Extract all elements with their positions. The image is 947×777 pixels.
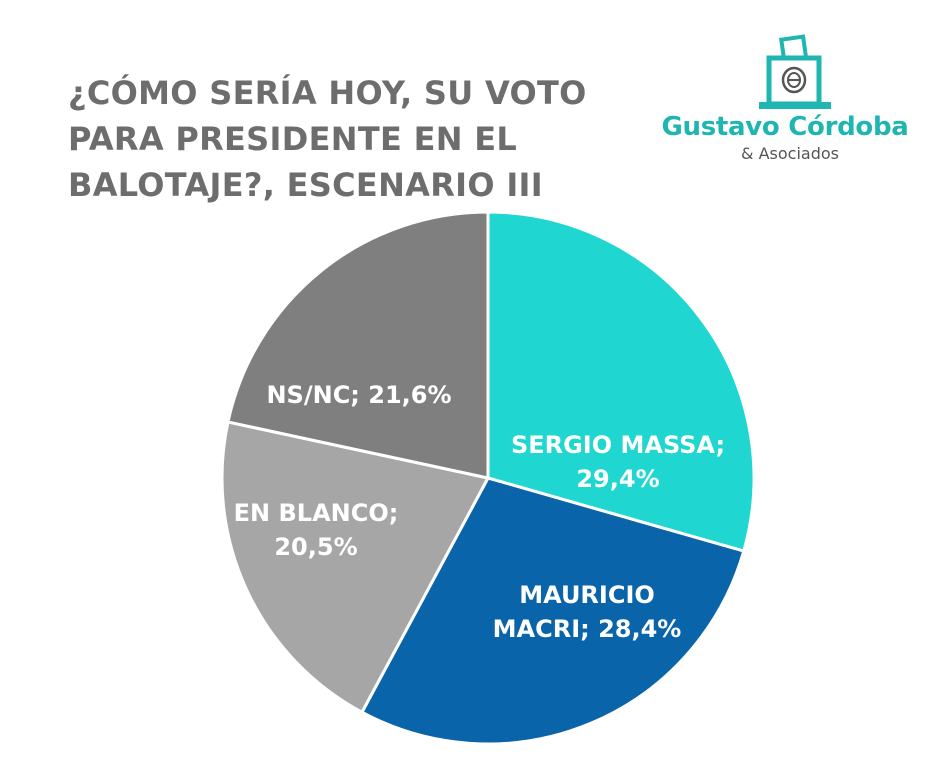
pie-slice-en-blanco xyxy=(220,420,490,714)
logo-subtitle: & Asociados xyxy=(741,144,839,163)
slice-label-ns-nc: NS/NC; 21,6% xyxy=(266,381,451,409)
company-logo: Gustavo Córdoba & Asociados xyxy=(660,30,920,170)
ballot-box-icon xyxy=(759,34,831,109)
pie-slices xyxy=(220,210,756,746)
slice-label-line: NS/NC; 21,6% xyxy=(266,381,451,409)
title-line-2: PARA PRESIDENTE EN EL xyxy=(68,120,518,158)
slice-label-line: EN BLANCO; xyxy=(234,499,399,527)
slice-label-line: 20,5% xyxy=(274,533,357,561)
slice-label-line: SERGIO MASSA; xyxy=(511,431,725,459)
pie-labels: SERGIO MASSA; 29,4% MAURICIO MACRI; 28,4% EN… xyxy=(234,381,725,643)
slice-label-line: MACRI; 28,4% xyxy=(493,615,682,643)
slice-label-sergio-massa: SERGIO MASSA; 29,4% xyxy=(511,431,725,493)
title-line-3: BALOTAJE?, ESCENARIO III xyxy=(68,166,543,204)
logo-name: Gustavo Córdoba xyxy=(661,112,909,142)
pie-slice-ns-nc xyxy=(226,210,490,480)
pie-slice-mauricio-macri xyxy=(360,476,746,746)
slice-label-en-blanco: EN BLANCO; 20,5% xyxy=(234,499,399,561)
slice-label-line: 29,4% xyxy=(576,465,659,493)
chart-title: ¿CÓMO SERÍA HOY, SU VOTO PARA PRESIDENTE… xyxy=(68,70,628,208)
slice-label-line: MAURICIO xyxy=(519,581,655,609)
title-line-1: ¿CÓMO SERÍA HOY, SU VOTO xyxy=(68,74,587,112)
pie-slice-sergio-massa xyxy=(486,210,756,553)
slice-label-mauricio-macri: MAURICIO MACRI; 28,4% xyxy=(493,581,682,643)
